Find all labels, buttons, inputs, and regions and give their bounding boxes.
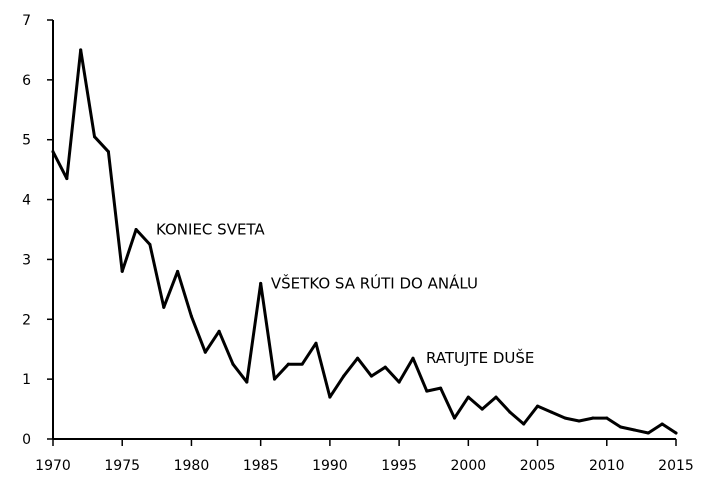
data-point [300,362,304,366]
data-point [356,356,360,360]
y-tick-label: 7 [22,13,31,29]
annotation-label: VŠETKO SA RÚTI DO ANÁLU [271,273,478,292]
x-tick-label: 2010 [589,458,625,474]
data-point [231,362,235,366]
data-point [369,374,373,378]
data-point [189,314,193,318]
x-axis-ticks: 1970 1975 1980 1985 1990 1995 2000 2005 2010 2015 [35,439,694,474]
data-point [397,380,401,384]
data-point [79,48,83,52]
data-point [508,410,512,414]
data-point [563,416,567,420]
data-point [106,150,110,154]
y-tick-label: 1 [22,372,31,388]
data-point [494,395,498,399]
data-point [259,281,263,285]
data-point [162,305,166,309]
data-point [148,242,152,246]
data-point [466,395,470,399]
data-point [536,404,540,408]
data-points [51,48,678,435]
data-point [411,356,415,360]
y-tick-label: 5 [22,133,31,149]
series-line [51,48,678,435]
data-point [314,341,318,345]
data-point [577,419,581,423]
data-point [619,425,623,429]
data-point [632,428,636,432]
y-tick-label: 4 [22,193,31,209]
data-point [217,329,221,333]
x-tick-label: 1980 [174,458,210,474]
x-tick-label: 1970 [35,458,71,474]
x-tick-label: 1985 [243,458,279,474]
y-tick-label: 2 [22,312,31,328]
annotations: KONIEC SVETA VŠETKO SA RÚTI DO ANÁLU RATUJ… [156,221,534,368]
data-point [245,380,249,384]
data-point [452,416,456,420]
data-point [203,350,207,354]
data-point [134,228,138,231]
data-point [342,374,346,378]
x-tick-label: 2000 [451,458,487,474]
annotation-label: RATUJTE DUŠE [426,348,534,367]
data-point [93,135,97,139]
data-point [591,416,595,420]
data-point [65,177,69,181]
data-point [522,422,526,426]
x-tick-label: 2015 [658,458,694,474]
y-tick-label: 0 [22,432,31,448]
data-point [660,422,664,426]
data-point [439,386,443,390]
y-tick-label: 6 [22,73,31,89]
y-tick-label: 3 [22,252,31,268]
data-point [480,407,484,411]
x-tick-label: 1995 [381,458,417,474]
data-point [605,416,609,420]
x-tick-label: 1990 [312,458,348,474]
data-point [383,365,387,369]
y-axis-ticks: 0 1 2 3 4 5 6 7 [22,13,53,448]
data-point [674,431,678,435]
data-point [286,362,290,366]
data-point [176,269,180,273]
data-point [646,431,650,435]
data-point [273,377,277,381]
data-point [549,410,553,414]
data-point [120,269,124,273]
x-tick-label: 2005 [520,458,556,474]
x-tick-label: 1975 [104,458,140,474]
annotation-label: KONIEC SVETA [156,221,265,239]
data-point [51,150,55,154]
data-point [328,395,332,399]
data-point [425,389,429,393]
